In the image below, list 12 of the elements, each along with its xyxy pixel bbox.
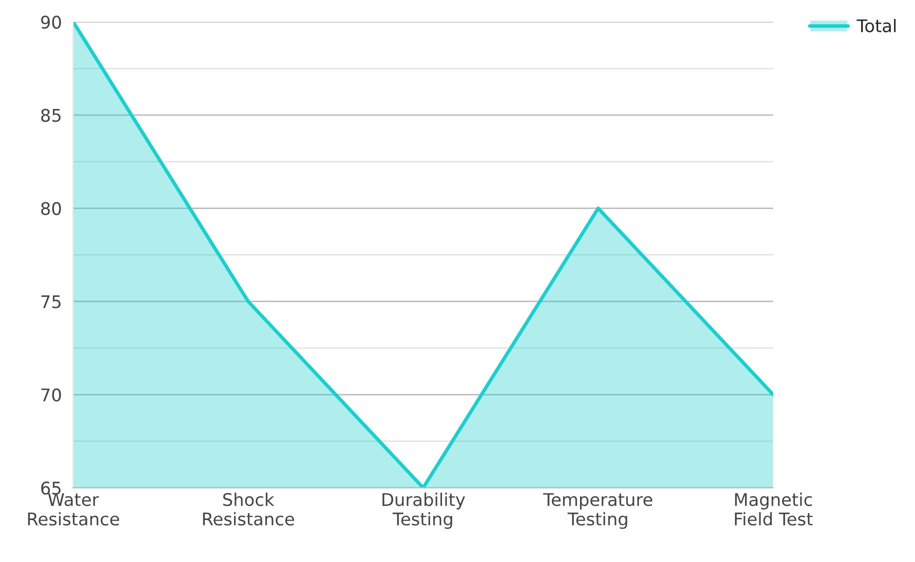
x-tick-label: Durability Testing <box>382 492 466 529</box>
y-tick-label: 70 <box>41 388 61 402</box>
y-tick-label: 65 <box>41 482 61 495</box>
y-tick-label: 90 <box>41 16 61 29</box>
x-tick-label: Water Resistance <box>28 493 120 526</box>
x-tick-label: Magnetic Field Test <box>734 492 813 526</box>
y-tick-label: 80 <box>41 202 61 216</box>
legend-label: Total <box>856 18 896 32</box>
x-tick-label: Shock Resistance <box>203 492 294 526</box>
y-tick-label: 85 <box>41 108 61 122</box>
x-tick-label: Temperature Testing <box>543 493 652 529</box>
y-tick-label: 75 <box>41 295 61 308</box>
